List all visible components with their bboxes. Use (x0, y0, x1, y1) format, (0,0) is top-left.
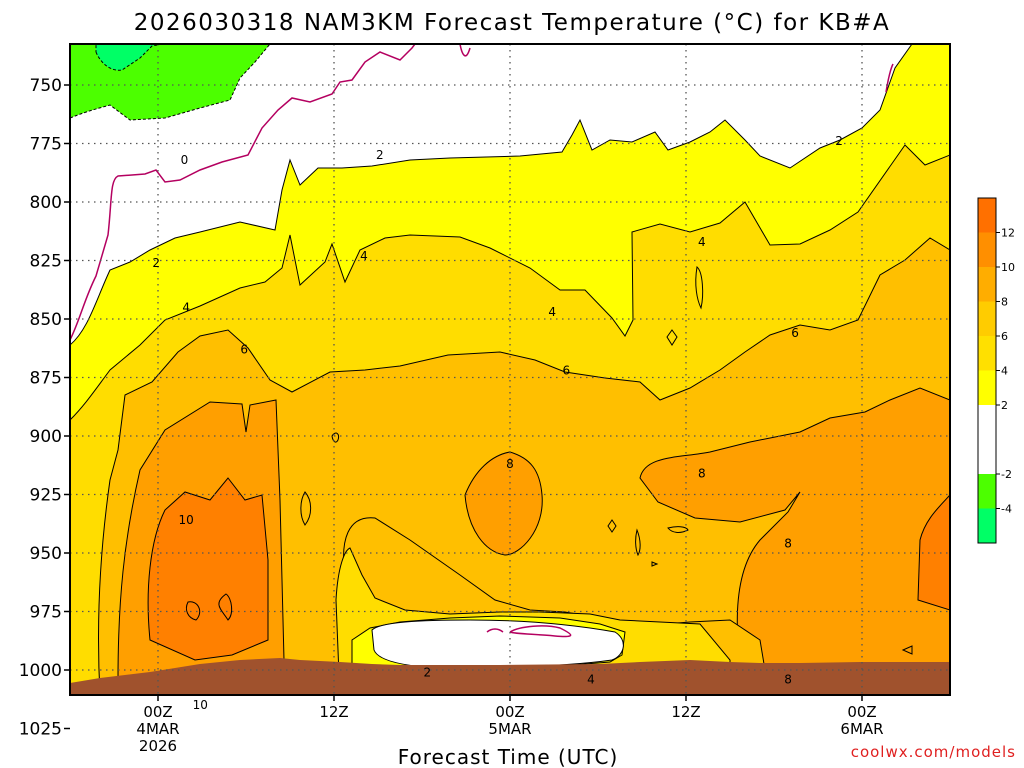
freezing-line-upper (459, 44, 471, 57)
colorbar-swatch (978, 405, 996, 440)
colorbar: -4 -2 2 4 6 8 10 12 (977, 197, 1015, 544)
y-tick-label: 825 (30, 252, 62, 272)
temp-band-8-10 (464, 451, 543, 556)
colorbar-tick-label: 8 (1001, 296, 1008, 309)
freezing-line-upper (885, 63, 894, 93)
colorbar-swatch (978, 198, 996, 233)
small-contour-island (901, 645, 913, 655)
y-tick-label: 1025 (19, 720, 62, 740)
small-contour-island (300, 491, 312, 526)
y-tick-label: 800 (30, 193, 62, 213)
y-tick-label: 750 (30, 76, 62, 96)
small-contour-island (635, 528, 641, 557)
contour-label: 0 (181, 153, 189, 167)
colorbar-swatch (978, 370, 996, 405)
contour-label: 8 (506, 457, 514, 471)
y-tick-label: 925 (30, 486, 62, 506)
contour-label: 10 (193, 698, 208, 712)
contour-label: 4 (548, 305, 556, 319)
colorbar-swatch (978, 301, 996, 336)
colorbar-swatch (978, 232, 996, 267)
x-tick-label: 5MAR (488, 720, 531, 738)
colorbar-tick-label: 10 (1001, 261, 1015, 274)
colorbar-tick-label: 2 (1001, 399, 1008, 412)
contour-label: 2 (152, 256, 160, 270)
x-tick-label: 6MAR (840, 720, 883, 738)
plot-area (70, 44, 950, 695)
x-tick-label: 2026 (139, 737, 177, 755)
contour-label: 4 (360, 249, 368, 263)
contour-label: 4 (698, 235, 706, 249)
freezing-line-upper (70, 44, 416, 341)
y-tick-label: 900 (30, 427, 62, 447)
contour-label: 2 (423, 665, 431, 679)
small-contour-island (695, 266, 704, 310)
x-tick-label: 4MAR (136, 720, 179, 738)
chart-title: 2026030318 NAM3KM Forecast Temperature (… (134, 10, 891, 36)
temp-band-10-12 (147, 477, 269, 661)
contour-label: 6 (562, 363, 570, 377)
y-tick-label: 950 (30, 544, 62, 564)
x-tick-label: 00Z (847, 703, 876, 721)
contour-label: 6 (240, 342, 248, 356)
colorbar-swatch (978, 474, 996, 509)
contour-label: 8 (784, 672, 792, 686)
contour-label: 8 (784, 537, 792, 551)
contour-label: 2 (376, 148, 384, 162)
x-tick-label: 00Z (143, 703, 172, 721)
y-tick-label: 850 (30, 310, 62, 330)
colorbar-tick-label: 4 (1001, 365, 1008, 378)
y-tick-label: 875 (30, 369, 62, 389)
y-axis: 750 775 800 825 850 875 900 925 950 975 1000 1025 (19, 76, 70, 740)
x-tick-label: 00Z (495, 703, 524, 721)
small-contour-island (667, 526, 689, 533)
colorbar-swatch (978, 336, 996, 371)
y-tick-label: 1000 (19, 661, 62, 681)
y-tick-label: 775 (30, 135, 62, 155)
y-tick-label: 975 (30, 603, 62, 623)
contour-label: 6 (791, 326, 799, 340)
x-axis-title: Forecast Time (UTC) (398, 745, 619, 768)
contour-label: 4 (182, 300, 190, 314)
x-tick-label: 12Z (319, 703, 348, 721)
small-contour-island (651, 561, 659, 567)
near-surface-cold-pocket (371, 619, 624, 669)
freezing-line-surface (486, 625, 572, 638)
small-contour-island (666, 329, 678, 346)
contour-label-layer: 0 2 4 6 10 10 2 4 4 6 8 8 8 8 6 4 2 2 4 (152, 134, 843, 712)
contour-label: 2 (835, 134, 843, 148)
colorbar-tick-label: 12 (1001, 227, 1015, 240)
contour-label: 10 (179, 513, 194, 527)
ground-terrain (70, 658, 950, 695)
colorbar-swatch (978, 508, 996, 543)
small-contour-island (218, 593, 233, 621)
small-contour-island (185, 601, 201, 621)
colorbar-tick-label: 6 (1001, 330, 1008, 343)
colorbar-tick-label: -4 (1001, 503, 1012, 516)
x-tick-label: 12Z (671, 703, 700, 721)
colorbar-swatch (978, 439, 996, 474)
contour-label: 4 (587, 672, 595, 686)
contour-label: 8 (698, 466, 706, 480)
credit-text[interactable]: coolwx.com/models (851, 743, 1016, 761)
colorbar-swatch (978, 267, 996, 302)
small-contour-island (331, 432, 339, 443)
colorbar-tick-label: -2 (1001, 468, 1012, 481)
small-contour-island (607, 519, 617, 533)
grid (70, 44, 950, 695)
temp-band-8-10 (639, 387, 950, 695)
